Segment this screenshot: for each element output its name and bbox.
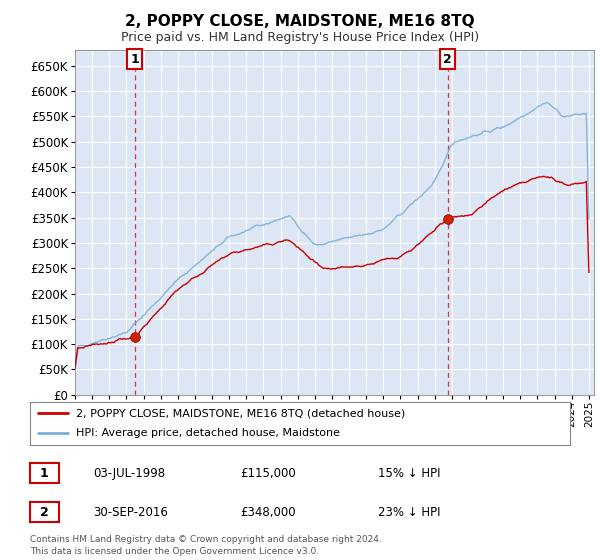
Text: 30-SEP-2016: 30-SEP-2016 — [93, 506, 168, 519]
Text: £115,000: £115,000 — [240, 466, 296, 480]
Text: 1: 1 — [40, 466, 49, 480]
Text: 2, POPPY CLOSE, MAIDSTONE, ME16 8TQ: 2, POPPY CLOSE, MAIDSTONE, ME16 8TQ — [125, 14, 475, 29]
Text: 23% ↓ HPI: 23% ↓ HPI — [378, 506, 440, 519]
Text: Contains HM Land Registry data © Crown copyright and database right 2024.
This d: Contains HM Land Registry data © Crown c… — [30, 535, 382, 556]
Text: 2: 2 — [40, 506, 49, 519]
Text: 2, POPPY CLOSE, MAIDSTONE, ME16 8TQ (detached house): 2, POPPY CLOSE, MAIDSTONE, ME16 8TQ (det… — [76, 408, 405, 418]
Text: £348,000: £348,000 — [240, 506, 296, 519]
Text: 03-JUL-1998: 03-JUL-1998 — [93, 466, 165, 480]
Text: HPI: Average price, detached house, Maidstone: HPI: Average price, detached house, Maid… — [76, 428, 340, 438]
Text: 2: 2 — [443, 53, 452, 66]
Text: 1: 1 — [131, 53, 139, 66]
Text: 15% ↓ HPI: 15% ↓ HPI — [378, 466, 440, 480]
Text: Price paid vs. HM Land Registry's House Price Index (HPI): Price paid vs. HM Land Registry's House … — [121, 31, 479, 44]
